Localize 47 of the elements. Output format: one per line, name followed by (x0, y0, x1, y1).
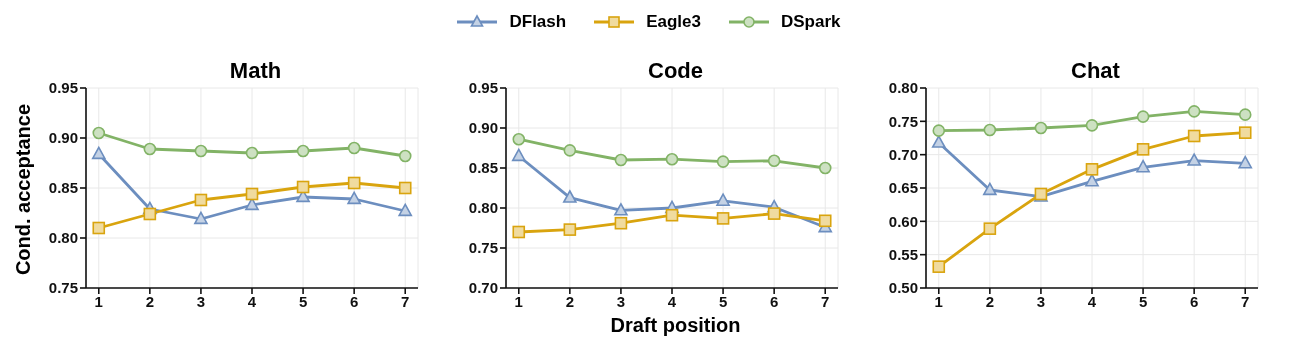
x-tick-label: 5 (1138, 292, 1148, 310)
x-tick-label: 6 (769, 292, 779, 310)
y-tick-label: 0.75 (888, 112, 918, 130)
y-tick-label: 0.55 (888, 245, 918, 263)
x-tick-label: 3 (616, 292, 626, 310)
y-tick-label: 0.85 (48, 179, 78, 197)
y-axis-title: Cond. acceptance (11, 102, 35, 278)
x-tick-label: 4 (1087, 292, 1097, 310)
legend-label: DSpark (780, 12, 841, 32)
y-tick-label: 0.80 (468, 199, 498, 217)
y-tick-label: 0.90 (468, 119, 498, 137)
x-tick-label: 6 (349, 292, 359, 310)
y-tick-label: 0.75 (468, 239, 498, 257)
x-tick-label: 2 (145, 292, 155, 310)
y-tick-label: 0.75 (48, 279, 78, 297)
y-tick-label: 0.80 (888, 79, 918, 97)
legend-label: DFlash (509, 12, 567, 32)
x-tick-label: 7 (401, 292, 410, 310)
chart-title: Code (647, 58, 704, 84)
x-tick-label: 2 (565, 292, 575, 310)
x-tick-label: 3 (196, 292, 206, 310)
y-tick-label: 0.95 (48, 79, 78, 97)
x-tick-label: 1 (514, 292, 523, 310)
x-tick-label: 3 (1036, 292, 1046, 310)
x-axis-title: Draft position (609, 314, 742, 337)
chart-title: Chat (1070, 58, 1121, 84)
chart-title: Math (228, 58, 283, 84)
y-tick-label: 0.50 (888, 279, 918, 297)
y-tick-label: 0.70 (888, 145, 918, 163)
x-tick-label: 5 (298, 292, 308, 310)
y-tick-label: 0.70 (468, 279, 498, 297)
x-tick-label: 4 (667, 292, 677, 310)
x-tick-label: 7 (1241, 292, 1250, 310)
legend-label: Eagle3 (646, 12, 701, 32)
x-tick-label: 1 (934, 292, 943, 310)
y-tick-label: 0.65 (888, 179, 918, 197)
y-tick-label: 0.80 (48, 229, 78, 247)
y-tick-label: 0.60 (888, 212, 918, 230)
y-tick-label: 0.95 (468, 79, 498, 97)
x-tick-label: 2 (985, 292, 995, 310)
y-tick-label: 0.90 (48, 129, 78, 147)
x-tick-label: 7 (821, 292, 830, 310)
y-tick-label: 0.85 (468, 159, 498, 177)
x-tick-label: 6 (1189, 292, 1199, 310)
x-tick-label: 4 (247, 292, 257, 310)
x-tick-label: 5 (718, 292, 728, 310)
x-tick-label: 1 (94, 292, 103, 310)
